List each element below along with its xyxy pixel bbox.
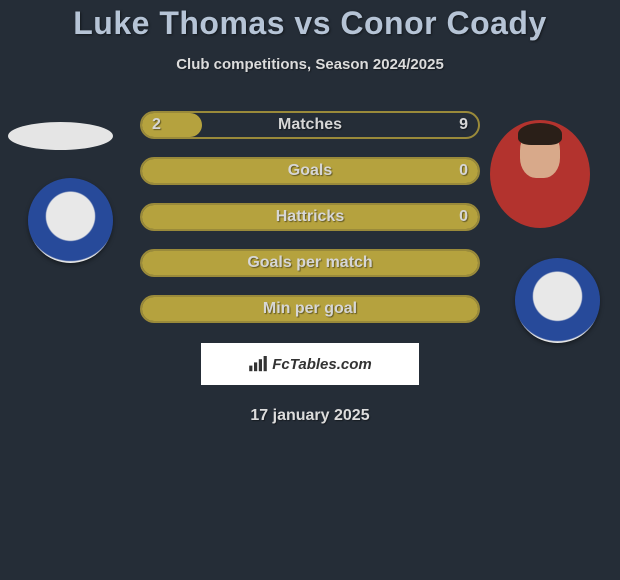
stat-bar-goals-per-match: Goals per match — [140, 249, 480, 277]
brand-text: FcTables.com — [272, 356, 371, 373]
stat-right-value: 9 — [459, 116, 468, 134]
stat-bar-fill — [142, 159, 478, 183]
stat-bar-matches: 2 Matches 9 — [140, 111, 480, 139]
player-right-club-crest — [515, 258, 600, 343]
stat-left-value: 2 — [152, 116, 161, 134]
page-title: Luke Thomas vs Conor Coady — [0, 5, 620, 42]
player-right-avatar — [490, 120, 590, 228]
stat-bar-fill — [142, 251, 478, 275]
stat-bar-fill — [142, 205, 478, 229]
player-left-avatar — [8, 122, 113, 150]
snapshot-date: 17 january 2025 — [0, 407, 620, 425]
bar-chart-icon — [248, 356, 268, 372]
brand-footer: FcTables.com — [201, 343, 419, 385]
stat-bar-goals: Goals 0 — [140, 157, 480, 185]
player-left-club-crest — [28, 178, 113, 263]
page-subtitle: Club competitions, Season 2024/2025 — [0, 56, 620, 73]
stat-right-value: 0 — [459, 162, 468, 180]
stat-bar-min-per-goal: Min per goal — [140, 295, 480, 323]
stat-right-value: 0 — [459, 208, 468, 226]
stat-bar-hattricks: Hattricks 0 — [140, 203, 480, 231]
stat-bar-fill — [142, 297, 478, 321]
